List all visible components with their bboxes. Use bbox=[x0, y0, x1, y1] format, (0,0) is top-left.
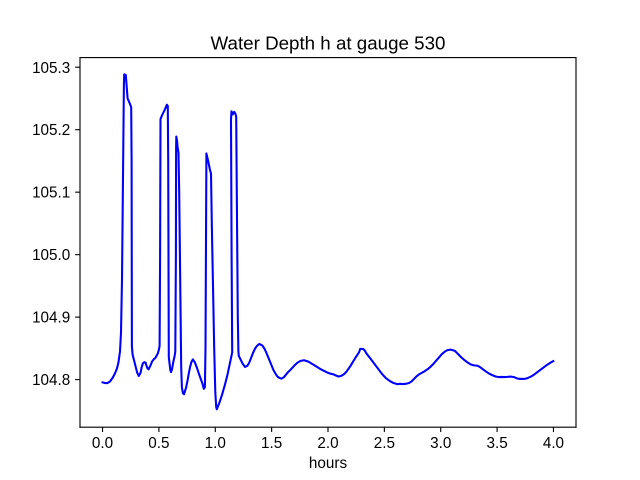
svg-text:2.0: 2.0 bbox=[317, 435, 338, 452]
svg-text:104.9: 104.9 bbox=[32, 310, 70, 327]
svg-text:105.1: 105.1 bbox=[32, 185, 70, 202]
svg-text:105.3: 105.3 bbox=[32, 60, 70, 77]
svg-text:105.2: 105.2 bbox=[32, 122, 70, 139]
svg-text:2.5: 2.5 bbox=[374, 435, 395, 452]
svg-text:1.0: 1.0 bbox=[205, 435, 226, 452]
svg-text:Water Depth h at gauge 530: Water Depth h at gauge 530 bbox=[211, 32, 446, 53]
svg-text:3.0: 3.0 bbox=[430, 435, 451, 452]
svg-text:3.5: 3.5 bbox=[486, 435, 507, 452]
svg-text:1.5: 1.5 bbox=[261, 435, 282, 452]
svg-text:hours: hours bbox=[309, 455, 348, 472]
svg-text:104.8: 104.8 bbox=[32, 372, 70, 389]
svg-text:0.5: 0.5 bbox=[148, 435, 169, 452]
svg-text:0.0: 0.0 bbox=[92, 435, 113, 452]
svg-text:4.0: 4.0 bbox=[543, 435, 564, 452]
svg-text:105.0: 105.0 bbox=[32, 247, 70, 264]
